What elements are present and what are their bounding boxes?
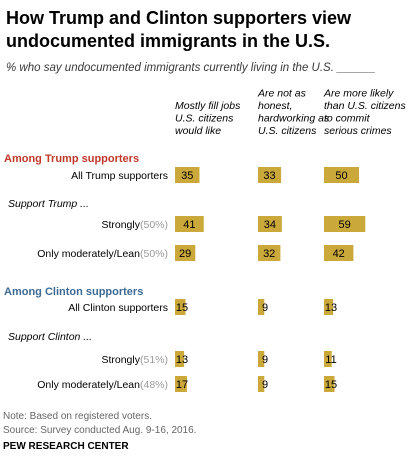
- group-heading-1: Among Trump supporters: [4, 153, 139, 165]
- value-label-4-1-2: 9: [262, 354, 268, 366]
- value-label-1-1-3: 50: [335, 170, 347, 182]
- column-header-3-line-1: Are more likely: [323, 88, 394, 100]
- column-header-2-line-4: U.S. citizens: [258, 125, 317, 137]
- column-header-1-line-2: U.S. citizens: [175, 113, 234, 125]
- value-label-3-1-1: 15: [176, 302, 188, 314]
- group-heading-2: Support Trump ...: [8, 198, 89, 210]
- column-header-1-line-3: would like: [175, 125, 221, 137]
- bar-4-1-2: [258, 351, 265, 367]
- bar-4-1-1: [175, 351, 185, 367]
- source-text: Source: Survey conducted Aug. 9-16, 2016…: [3, 425, 196, 436]
- column-header-2-line-3: hardworking as: [258, 113, 330, 125]
- row-label-1-1: All Trump supporters: [71, 170, 168, 182]
- bar-4-1-3: [324, 351, 332, 367]
- value-label-2-2-3: 42: [333, 248, 345, 260]
- column-header-3-line-2: than U.S. citizens: [324, 100, 406, 112]
- value-label-4-1-3: 11: [325, 354, 336, 366]
- row-label-4-2: Only moderately/Lean(48%): [37, 379, 168, 391]
- value-label-3-1-3: 13: [325, 302, 337, 314]
- value-label-2-2-2: 32: [263, 248, 275, 260]
- bar-2-1-1: [175, 216, 204, 232]
- chart-title-line-1: How Trump and Clinton supporters view: [6, 8, 352, 28]
- value-label-4-2-1: 17: [176, 379, 188, 391]
- chart-title-line-2: undocumented immigrants in the U.S.: [6, 31, 330, 51]
- bar-2-1-2: [258, 216, 282, 232]
- row-share: (50%): [140, 248, 168, 260]
- bar-1-1-3: [324, 167, 359, 183]
- bar-2-2-1: [175, 245, 196, 261]
- row-label-4-1: Strongly(51%): [101, 354, 168, 366]
- column-header-2-line-2: honest,: [258, 100, 292, 112]
- bar-1-1-1: [175, 167, 200, 183]
- bar-3-1-1: [175, 299, 186, 315]
- value-label-4-1-1: 13: [176, 354, 188, 366]
- chart-subtitle: % who say undocumented immigrants curren…: [6, 62, 375, 74]
- group-heading-4: Support Clinton ...: [8, 331, 92, 343]
- row-label-2-1: Strongly(50%): [101, 219, 168, 231]
- value-label-1-1-2: 33: [263, 170, 275, 182]
- column-header-1-line-1: Mostly fill jobs: [175, 100, 241, 112]
- column-header-2-line-1: Are not as: [257, 88, 307, 100]
- row-share: (51%): [140, 354, 168, 366]
- value-label-2-1-3: 59: [339, 219, 351, 231]
- value-label-2-2-1: 29: [179, 248, 191, 260]
- column-header-3-line-3: to commit: [324, 113, 371, 125]
- group-heading-3: Among Clinton supporters: [4, 286, 143, 298]
- value-label-3-1-2: 9: [262, 302, 268, 314]
- row-share: (50%): [140, 219, 168, 231]
- bar-4-2-1: [175, 376, 187, 392]
- bar-1-1-2: [258, 167, 282, 183]
- value-label-2-1-2: 34: [264, 219, 276, 231]
- bar-2-1-3: [324, 216, 366, 232]
- value-label-4-2-3: 15: [325, 379, 337, 391]
- chart-rows: Among Trump supporters All Trump supporte…: [4, 153, 366, 392]
- row-label-3-1: All Clinton supporters: [68, 302, 168, 314]
- value-label-4-2-2: 9: [262, 379, 268, 391]
- bar-3-1-3: [324, 299, 334, 315]
- note-text: Note: Based on registered voters.: [3, 411, 152, 422]
- row-share: (48%): [140, 379, 168, 391]
- bar-2-2-3: [324, 245, 354, 261]
- bar-3-1-2: [258, 299, 265, 315]
- value-label-2-1-1: 41: [183, 219, 195, 231]
- bar-2-2-2: [258, 245, 281, 261]
- bar-4-2-3: [324, 376, 335, 392]
- org-text: PEW RESEARCH CENTER: [3, 441, 129, 452]
- bar-4-2-2: [258, 376, 265, 392]
- column-header-3-line-4: serious crimes: [324, 125, 392, 137]
- row-label-2-2: Only moderately/Lean(50%): [37, 248, 168, 260]
- value-label-1-1-1: 35: [181, 170, 193, 182]
